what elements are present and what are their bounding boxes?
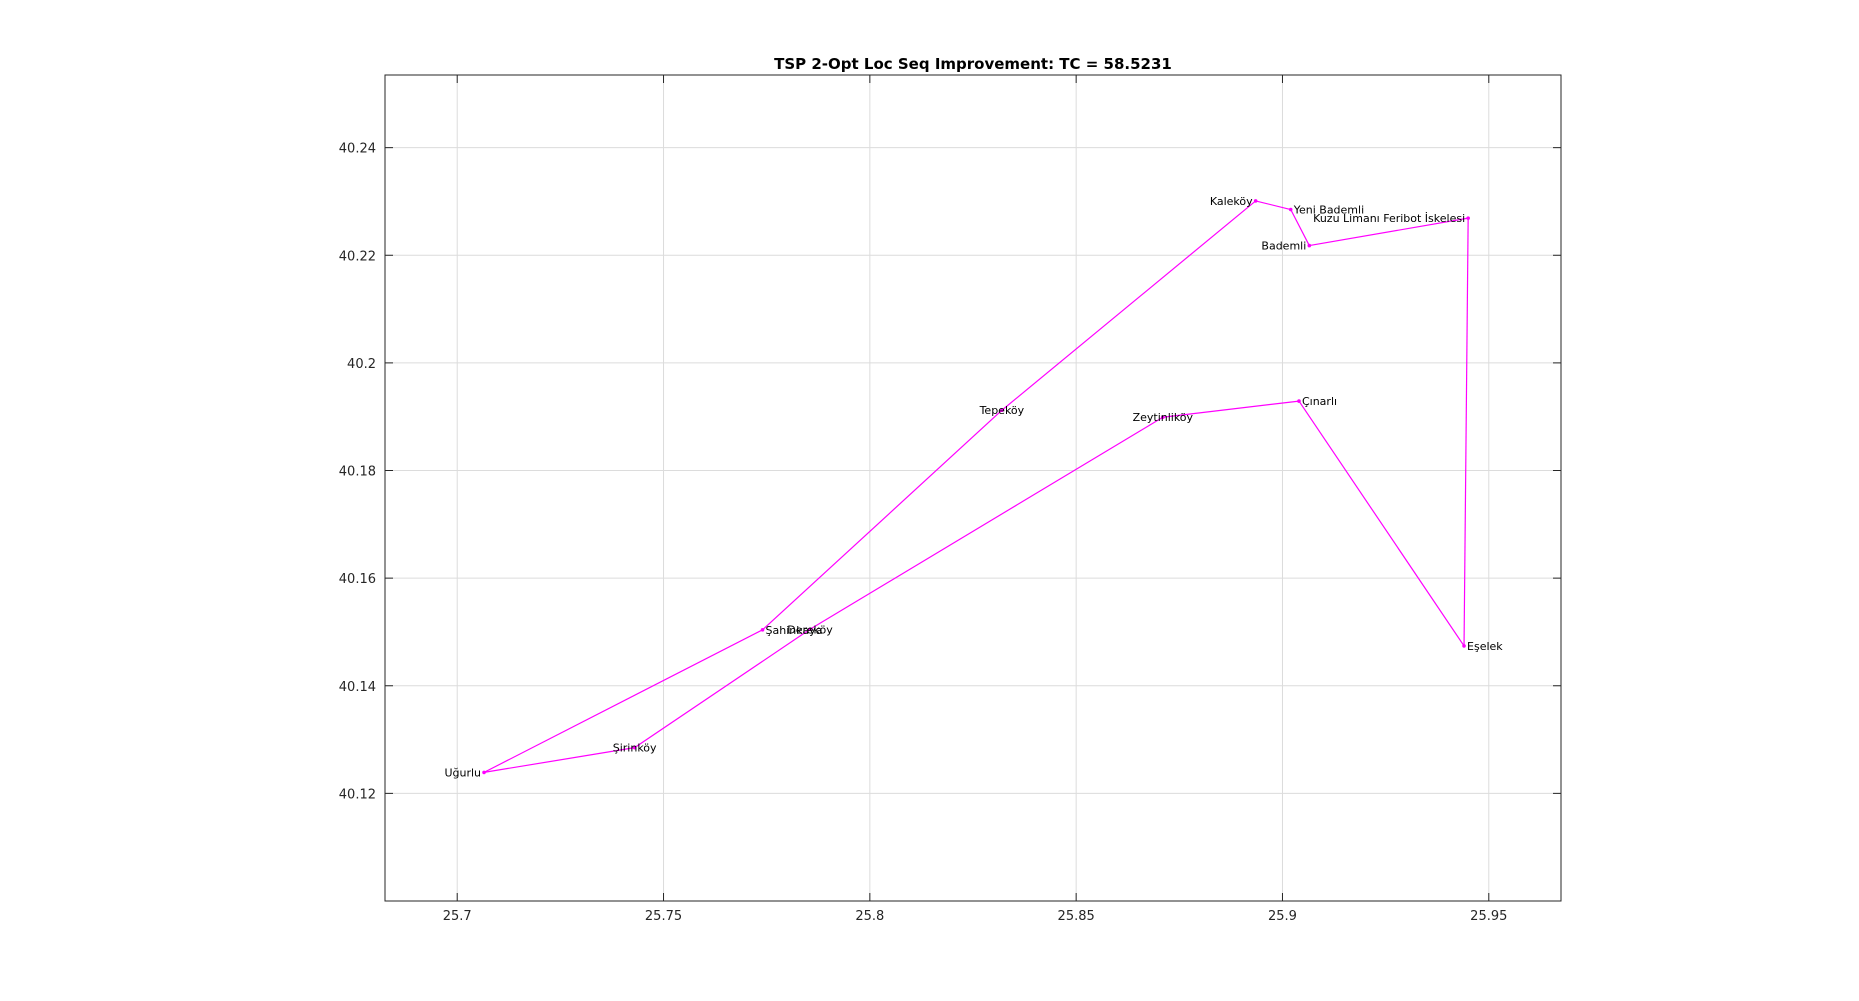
route-point bbox=[1161, 415, 1165, 420]
route-point bbox=[1297, 399, 1301, 403]
route-point bbox=[1466, 216, 1470, 220]
route-points bbox=[482, 199, 1470, 775]
route-segment bbox=[483, 747, 635, 773]
point-label: Bademli bbox=[1261, 240, 1306, 253]
route-point bbox=[808, 627, 812, 632]
y-tick-label: 40.14 bbox=[339, 680, 376, 695]
route-segment bbox=[1290, 209, 1310, 246]
route-point bbox=[632, 745, 637, 750]
route-point bbox=[1462, 644, 1466, 648]
route-segment bbox=[809, 416, 1164, 630]
y-tick-label: 40.24 bbox=[339, 142, 376, 157]
point-labels: Uğurlu Şahinkaya Tepeköy Kaleköy Yeni Bademl… bbox=[444, 195, 1503, 779]
x-tick-label: 25.8 bbox=[855, 909, 884, 924]
route-segment bbox=[1001, 200, 1257, 411]
route-segment bbox=[1463, 218, 1469, 646]
route-point bbox=[1253, 199, 1258, 203]
route-segment bbox=[1255, 200, 1291, 211]
route-segment bbox=[1162, 400, 1300, 418]
route-segment bbox=[1309, 217, 1469, 247]
chart-title: TSP 2-Opt Loc Seq Improvement: TC = 58.5… bbox=[774, 55, 1172, 73]
x-tick-label: 25.95 bbox=[1470, 909, 1507, 924]
x-tick-label: 25.75 bbox=[645, 909, 682, 924]
grid bbox=[385, 75, 1561, 901]
route-point bbox=[1288, 207, 1293, 212]
route-point bbox=[482, 770, 486, 775]
point-label: Kuzu Limanı Feribot İskelesi bbox=[1313, 212, 1465, 225]
x-tick-label: 25.85 bbox=[1058, 909, 1095, 924]
point-label: Dereköy bbox=[787, 623, 833, 636]
point-label: Çınarlı bbox=[1302, 395, 1337, 408]
point-label: Eşelek bbox=[1467, 640, 1503, 653]
route-point bbox=[1307, 243, 1312, 248]
point-label: Şahinkaya bbox=[766, 624, 823, 637]
y-tick-label: 40.2 bbox=[347, 357, 376, 372]
route-lines bbox=[483, 200, 1469, 773]
route-point bbox=[1000, 408, 1004, 413]
axes-box bbox=[384, 74, 1562, 902]
y-tick-label: 40.16 bbox=[339, 572, 376, 587]
axis-ticks bbox=[385, 75, 1561, 901]
x-axis-tick-labels: 25.7 25.75 25.8 25.85 25.9 25.95 bbox=[443, 909, 1508, 924]
y-tick-label: 40.12 bbox=[339, 787, 376, 802]
plot-area bbox=[385, 75, 1561, 901]
route-point bbox=[760, 627, 765, 632]
route-segment bbox=[634, 628, 811, 749]
y-axis-tick-labels: 40.12 40.14 40.16 40.18 40.2 40.22 40.24 bbox=[339, 142, 376, 803]
route-segment bbox=[483, 629, 763, 773]
point-label: Kaleköy bbox=[1210, 195, 1253, 208]
route-segment bbox=[1298, 400, 1465, 647]
point-label: Şirinköy bbox=[613, 742, 657, 755]
route-segment bbox=[762, 409, 1003, 631]
x-tick-label: 25.7 bbox=[443, 909, 472, 924]
point-label: Uğurlu bbox=[444, 766, 481, 779]
x-tick-label: 25.9 bbox=[1268, 909, 1297, 924]
y-tick-label: 40.18 bbox=[339, 465, 376, 480]
point-label: Yeni Bademli bbox=[1293, 204, 1364, 217]
y-tick-label: 40.22 bbox=[339, 249, 376, 264]
point-label: Tepeköy bbox=[979, 404, 1025, 417]
point-label: Zeytinliköy bbox=[1133, 411, 1194, 424]
